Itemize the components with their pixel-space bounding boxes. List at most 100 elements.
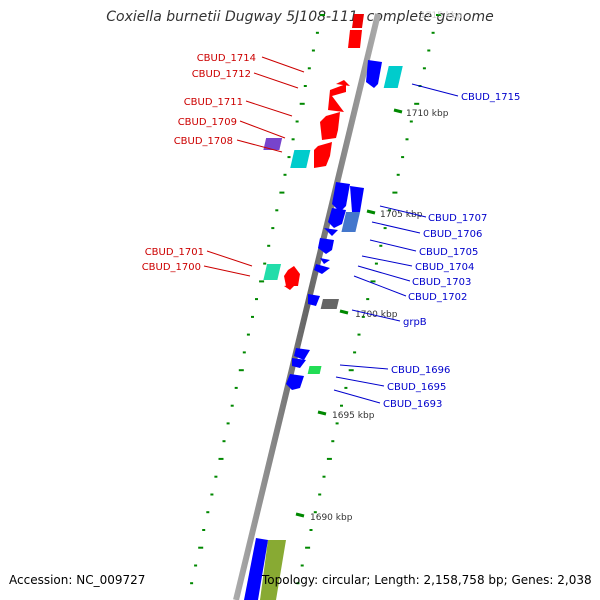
scale-ticks xyxy=(295,108,403,518)
gene-cbud-1708-cyan[interactable] xyxy=(290,150,311,168)
gc-dot xyxy=(326,457,332,460)
gene-cbud-1696[interactable] xyxy=(294,348,310,360)
map-title: Coxiella burnetii Dugway 5J108-111, comp… xyxy=(106,9,494,25)
gene-cbud-1714[interactable] xyxy=(348,30,362,48)
gc-dot xyxy=(303,85,307,87)
genome-backbone xyxy=(233,13,381,600)
gene-cbud-1707b[interactable] xyxy=(350,186,364,212)
gene-label[interactable]: CBUD_1700 xyxy=(142,262,201,273)
gc-dot xyxy=(300,564,304,567)
gc-dot xyxy=(230,404,234,407)
gene-cbud-1712[interactable] xyxy=(336,80,350,86)
scale-label: 1695 kbp xyxy=(332,411,375,421)
rrna-block-olive[interactable] xyxy=(260,540,286,600)
gene-label[interactable]: CBUD_1695 xyxy=(387,382,446,393)
gc-dot xyxy=(287,156,291,159)
scale-label: 1690 kbp xyxy=(310,513,353,523)
gene-label[interactable]: CBUD_1701 xyxy=(145,247,204,258)
gc-dot xyxy=(409,120,413,123)
gc-dot xyxy=(353,351,357,354)
gene-cbud-1715[interactable] xyxy=(366,60,382,88)
gc-dot xyxy=(335,422,339,425)
gc-dot xyxy=(318,493,322,496)
gc-dot xyxy=(279,191,285,194)
gene-label[interactable]: CBUD_1696 xyxy=(391,365,450,376)
gc-dot xyxy=(427,49,431,52)
gene-cbud-1702[interactable] xyxy=(314,264,330,274)
gc-dot xyxy=(299,102,305,105)
gc-dot xyxy=(357,333,361,336)
gc-dot xyxy=(267,244,271,247)
gc-dot xyxy=(431,31,435,34)
gc-dot xyxy=(198,546,204,549)
gc-dot xyxy=(366,298,370,301)
label-leaders xyxy=(203,56,459,404)
gene-label[interactable]: CBUD_1708 xyxy=(174,136,233,147)
gc-dot xyxy=(331,440,335,443)
gc-dot xyxy=(392,191,398,194)
forward-genes xyxy=(284,14,364,290)
gene-grpb[interactable] xyxy=(320,299,339,309)
gc-dot xyxy=(315,31,319,34)
gc-dot xyxy=(388,209,391,212)
gene-cbud-1706-steel[interactable] xyxy=(341,212,361,232)
gc-dot xyxy=(234,386,238,389)
gene-cbud-1709[interactable] xyxy=(320,112,340,140)
gene-label[interactable]: CBUD_1711 xyxy=(184,97,243,108)
gene-cbud-1696b[interactable] xyxy=(292,358,306,368)
gc-dot xyxy=(379,244,383,247)
gc-dot xyxy=(190,582,194,585)
gc-dot xyxy=(251,315,254,318)
gc-dot xyxy=(275,209,279,212)
gc-dot xyxy=(383,227,387,230)
gene-label[interactable]: CBUD_1709 xyxy=(178,117,237,128)
rrna-block-blue[interactable] xyxy=(244,538,268,600)
gene-cbud-1693[interactable] xyxy=(286,374,304,390)
gene-label[interactable]: CBUD_1705 xyxy=(419,247,478,258)
gc-dot xyxy=(296,582,300,585)
gene-cbud-1708-red[interactable] xyxy=(314,142,332,168)
gene-cbud-1708-purple[interactable] xyxy=(263,138,283,150)
gene-cbud-1715-cyan[interactable] xyxy=(383,66,403,88)
gene-cbud-1706[interactable] xyxy=(328,208,346,228)
gene-label[interactable]: CBUD_1693 xyxy=(383,399,442,410)
gene-cbud-1705[interactable] xyxy=(324,228,338,236)
scale-label: 1700 kbp xyxy=(355,310,398,320)
gc-dot xyxy=(291,138,295,141)
gc-dot xyxy=(263,262,267,265)
gene-cbud-1707[interactable] xyxy=(332,182,350,212)
scale-label: 1705 kbp xyxy=(380,210,423,220)
gc-dot xyxy=(370,280,376,283)
gene-label[interactable]: CBUD_1712 xyxy=(192,69,251,80)
gene-label[interactable]: grpB xyxy=(403,317,427,328)
gene-cbud-1714b[interactable] xyxy=(352,14,364,28)
gene-grpb-blue[interactable] xyxy=(308,294,320,306)
gc-dot xyxy=(206,511,210,514)
accession-text: Accession: NC_009727 xyxy=(9,573,146,587)
gc-dot xyxy=(422,67,426,70)
gc-dot xyxy=(340,404,343,407)
gene-cbud-1703[interactable] xyxy=(320,258,330,264)
gene-label[interactable]: CBUD_1714 xyxy=(197,53,256,64)
gc-dot xyxy=(309,529,313,531)
gc-dot xyxy=(255,298,258,301)
gene-cbud-1711[interactable] xyxy=(328,84,346,112)
gc-dot xyxy=(222,440,226,443)
gene-cbud-1704[interactable] xyxy=(318,238,334,254)
gene-label[interactable]: CBUD_1704 xyxy=(415,262,474,273)
gene-cbud-1701[interactable] xyxy=(263,264,282,280)
gc-dot xyxy=(271,227,275,230)
gene-cbud-1700[interactable] xyxy=(284,266,300,286)
gene-cbud-1695-green[interactable] xyxy=(307,366,322,374)
gene-label[interactable]: CBUD_1703 xyxy=(412,277,471,288)
gc-dot xyxy=(307,67,311,70)
gc-dot xyxy=(246,333,250,336)
gene-label[interactable]: CBUD_1707 xyxy=(428,213,487,224)
gene-label[interactable]: CBUD_1715 xyxy=(461,92,520,103)
gene-label[interactable]: CBUD_1706 xyxy=(423,229,482,240)
gene-cbud-1700b[interactable] xyxy=(284,284,296,290)
scale-label: 1710 kbp xyxy=(406,109,449,119)
gc-dot xyxy=(322,475,326,478)
gene-label[interactable]: CBUD_1702 xyxy=(408,292,467,303)
